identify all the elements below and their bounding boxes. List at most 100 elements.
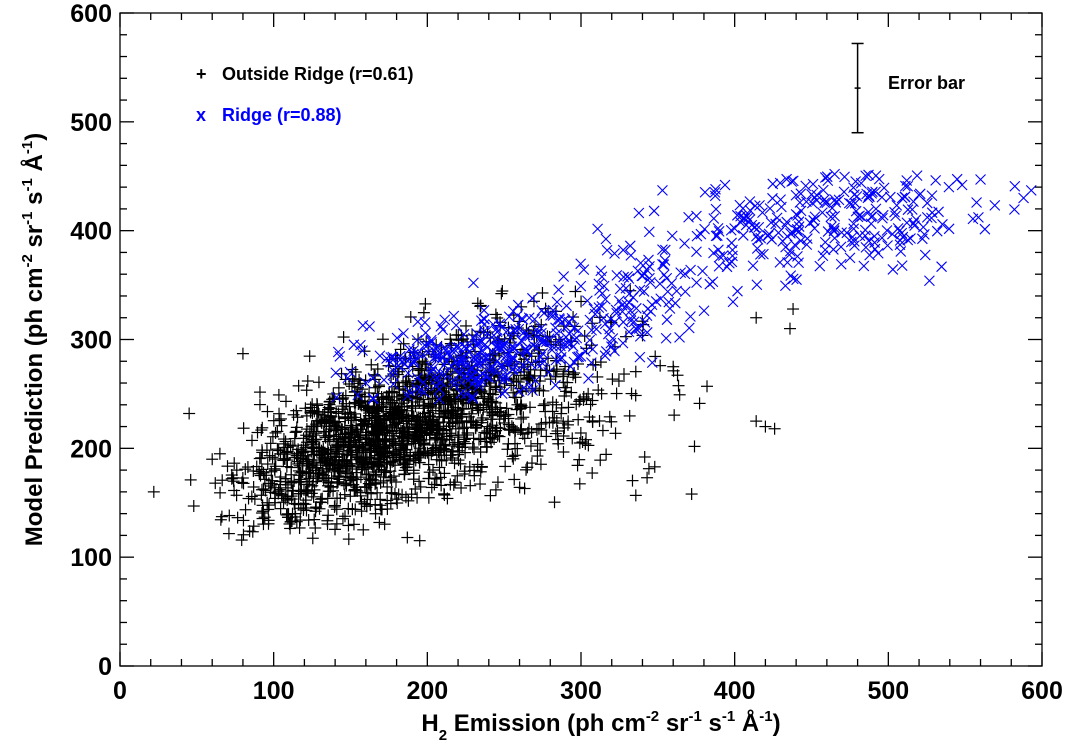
ridge-point [503,311,515,323]
ridge-point [502,358,514,370]
outside-ridge-point [460,319,473,332]
outside-ridge-point [375,463,388,476]
ridge-point [433,393,445,405]
ridge-point [751,279,763,291]
ridge-point [930,175,942,186]
outside-ridge-point [264,480,277,493]
ridge-point [750,230,762,242]
outside-ridge-point [272,388,285,401]
ridge-point [437,324,449,336]
outside-ridge-point [491,476,504,489]
outside-ridge-point [387,455,400,468]
outside-ridge-point [364,478,377,491]
outside-ridge-point [318,452,331,465]
outside-ridge-point [472,404,485,417]
ridge-point [467,393,479,404]
outside-ridge-point [422,491,435,504]
ridge-point [616,306,628,317]
outside-ridge-point [339,432,352,445]
outside-ridge-point [373,380,386,393]
outside-ridge-point [274,412,287,425]
ridge-point [919,249,931,261]
ridge-point [437,351,449,362]
x-axis-title-part: Emission (ph cm [447,710,646,737]
outside-ridge-point [340,479,353,492]
x-tick-label: 500 [867,677,909,705]
ridge-point [870,186,881,198]
ridge-point [575,258,587,270]
ridge-point [502,325,514,336]
ridge-point [849,189,860,201]
ridge-point [792,210,803,221]
ridge-point [926,190,938,201]
outside-ridge-point [479,435,492,448]
outside-ridge-point [450,410,463,423]
outside-ridge-point [475,384,488,397]
ridge-point [515,335,527,347]
ridge-point [454,354,466,365]
ridge-point [367,392,379,404]
ridge-point [795,188,807,200]
outside-ridge-point [482,395,495,408]
outside-ridge-point [376,333,389,346]
ridge-point [835,241,847,253]
outside-ridge-point [268,464,281,477]
outside-ridge-point [408,432,421,445]
outside-ridge-point [407,346,420,359]
outside-ridge-point [287,484,300,497]
outside-ridge-point [223,509,236,522]
outside-ridge-point [750,311,763,324]
ridge-point [814,260,826,272]
outside-ridge-point [458,421,471,434]
outside-ridge-point [330,503,343,516]
outside-ridge-point [586,317,599,330]
ridge-point [811,189,823,201]
ridge-point [455,377,467,388]
outside-ridge-point [267,414,280,427]
outside-ridge-point [316,468,329,481]
outside-ridge-point [333,465,346,478]
ridge-point [791,274,802,286]
ridge-point [631,323,642,335]
outside-ridge-point [401,461,414,474]
ridge-point [451,341,462,353]
outside-ridge-point [248,493,261,506]
outside-ridge-point [573,477,586,490]
ridge-point [816,207,828,218]
ridge-point [592,223,603,235]
outside-ridge-point [469,418,482,431]
outside-ridge-point [206,453,219,466]
outside-ridge-point [368,411,381,424]
ridge-point [622,270,634,282]
outside-ridge-point [434,394,447,407]
outside-ridge-point [253,452,266,465]
ridge-point [527,292,538,304]
outside-ridge-point [316,492,329,505]
ridge-point [644,260,655,272]
outside-ridge-point [524,401,537,414]
outside-ridge-point [446,452,459,465]
ridge-point [614,283,626,295]
outside-ridge-point [507,386,520,399]
y-tick-label: 200 [70,435,112,463]
y-tick-label: 100 [70,544,112,572]
ridge-point [438,359,450,371]
ridge-point [591,323,602,335]
ridge-point [659,244,671,256]
outside-ridge-point [336,512,349,525]
ridge-point [455,388,467,399]
outside-ridge-point [347,472,360,485]
outside-ridge-point [239,503,252,516]
outside-ridge-point [476,411,489,424]
outside-ridge-point [515,412,528,425]
ridge-point [600,293,611,305]
outside-ridge-point [612,375,625,388]
outside-ridge-point [213,447,226,460]
outside-ridge-point [359,438,372,451]
ridge-point [605,337,617,349]
outside-ridge-point [364,446,377,459]
outside-ridge-point [294,466,307,479]
ridge-point [417,349,429,360]
ridge-point [726,237,738,249]
outside-ridge-point [294,514,307,527]
